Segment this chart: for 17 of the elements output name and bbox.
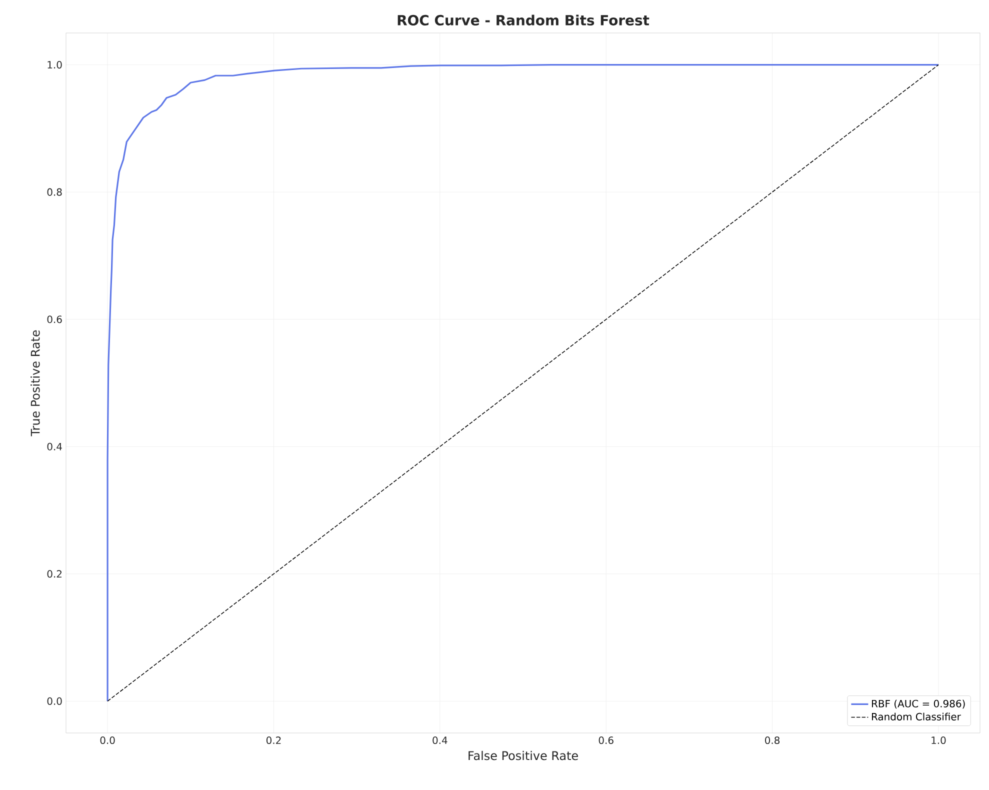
- x-tick-label: 0.8: [765, 736, 780, 744]
- y-tick-label: 0.0: [47, 697, 62, 705]
- y-tick-label: 0.2: [47, 570, 62, 578]
- y-tick-label: 0.8: [47, 188, 62, 196]
- y-tick-label: 0.6: [47, 316, 62, 324]
- y-tick-label: 0.4: [47, 442, 62, 450]
- x-tick-label: 0.4: [432, 736, 448, 744]
- x-tick-label: 0.6: [598, 736, 614, 744]
- chart-title: ROC Curve - Random Bits Forest: [398, 14, 650, 26]
- x-axis-title: False Positive Rate: [468, 750, 578, 760]
- y-axis-title: True Positive Rate: [30, 330, 40, 436]
- legend-label: Random Classifier: [872, 712, 961, 720]
- x-tick-label: 0.2: [266, 736, 281, 744]
- y-tick-label: 1.0: [48, 61, 62, 69]
- x-tick-label: 1.0: [932, 736, 946, 744]
- legend-label: RBF (AUC = 0.986): [872, 700, 965, 709]
- x-tick-label: 0.0: [100, 736, 115, 744]
